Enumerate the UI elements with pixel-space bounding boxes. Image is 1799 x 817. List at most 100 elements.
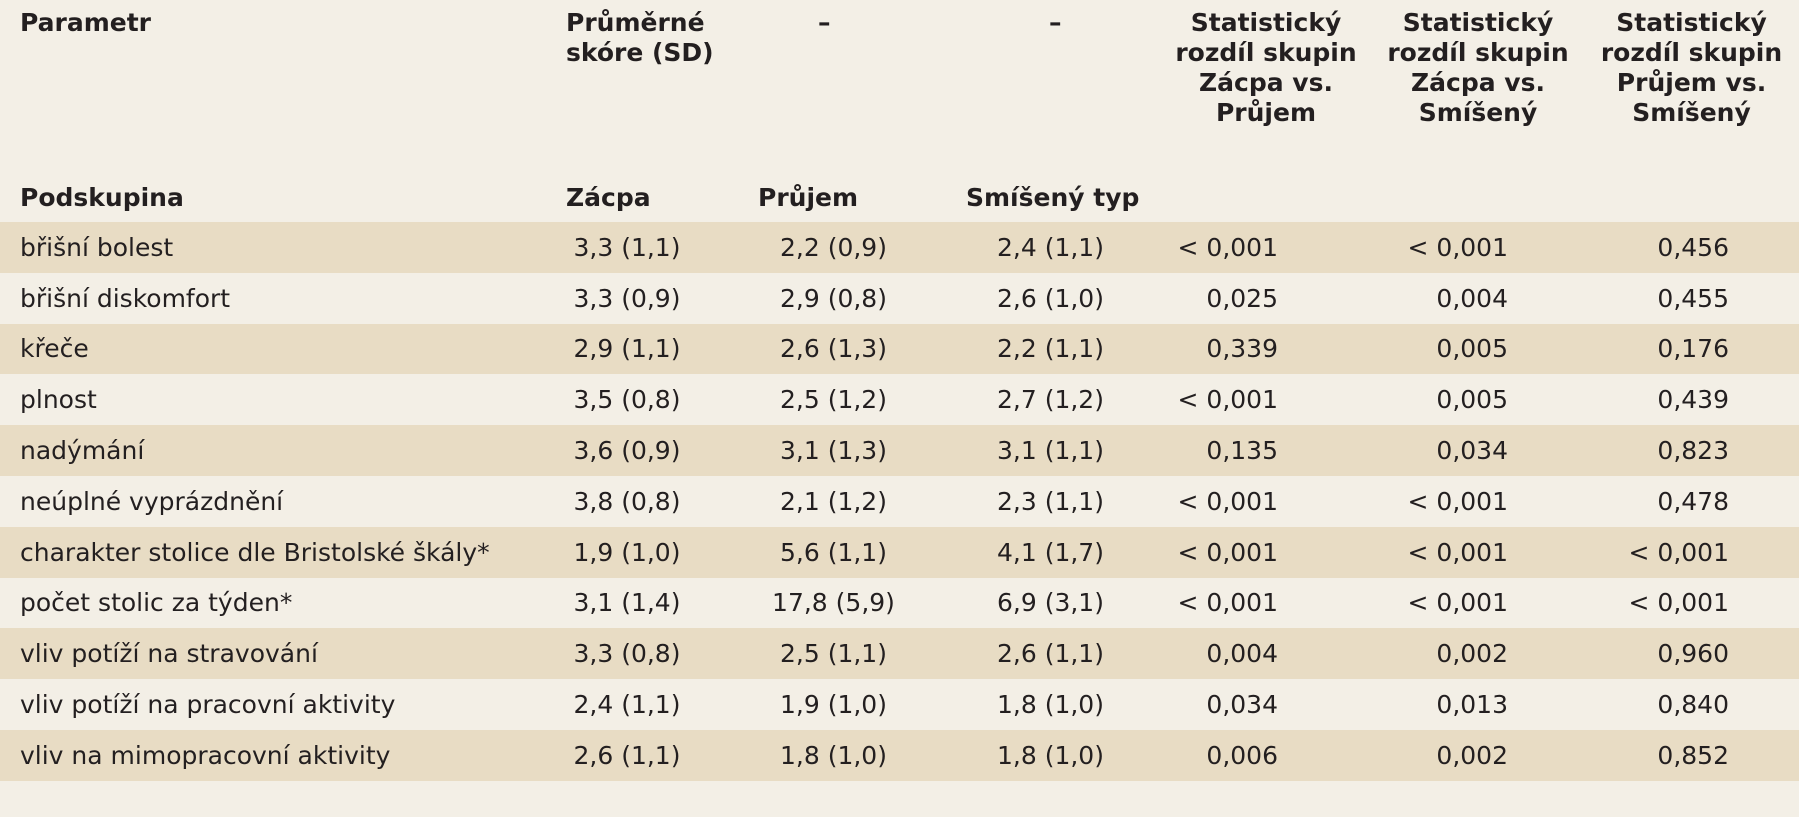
row-label: vliv na mimopracovní aktivity (0, 729, 536, 781)
cell-prujem: 2,1 (1,2) (726, 475, 941, 527)
header-stat1-line: Statistický (1190, 8, 1342, 37)
cell-p-zacpa-prujem: < 0,001 (1160, 222, 1372, 273)
header-stat2-line: rozdíl skupin (1387, 38, 1569, 67)
cell-p-prujem-smiseny: 0,823 (1584, 425, 1799, 476)
table-row: vliv potíží na pracovní aktivity 2,4 (1,1… (0, 679, 1799, 730)
cell-p-prujem-smiseny: 0,455 (1584, 272, 1799, 324)
cell-zacpa: 2,9 (1,1) (536, 323, 726, 375)
header-stat-zacpa-prujem: Statistický rozdíl skupin Zácpa vs. Průj… (1160, 0, 1372, 172)
cell-p-prujem-smiseny: 0,960 (1584, 628, 1799, 680)
cell-zacpa: 2,6 (1,1) (536, 729, 726, 781)
cell-p-zacpa-smiseny: < 0,001 (1372, 526, 1584, 578)
cell-p-zacpa-smiseny: < 0,001 (1372, 222, 1584, 273)
cell-zacpa: 3,3 (0,8) (536, 628, 726, 680)
header-mean-score: Průměrné skóre (SD) (536, 0, 726, 172)
cell-p-zacpa-prujem: 0,135 (1160, 425, 1372, 476)
header-stat1-line: rozdíl skupin (1175, 38, 1357, 67)
cell-zacpa: 3,8 (0,8) (536, 475, 726, 527)
cell-p-zacpa-prujem: < 0,001 (1160, 577, 1372, 629)
cell-p-prujem-smiseny: < 0,001 (1584, 577, 1799, 629)
header-parametr: Parametr (0, 0, 536, 172)
results-table: Parametr Průměrné skóre (SD) – – Statist… (0, 0, 1799, 781)
cell-zacpa: 3,3 (1,1) (536, 222, 726, 273)
row-label: křeče (0, 323, 536, 375)
cell-zacpa: 3,3 (0,9) (536, 272, 726, 324)
cell-p-zacpa-prujem: 0,025 (1160, 272, 1372, 324)
cell-smiseny: 2,3 (1,1) (941, 475, 1160, 527)
cell-smiseny: 3,1 (1,1) (941, 425, 1160, 476)
cell-p-prujem-smiseny: 0,852 (1584, 729, 1799, 781)
header-stat2-line: Statistický (1402, 8, 1554, 37)
header-stat-zacpa-smiseny: Statistický rozdíl skupin Zácpa vs. Smíš… (1372, 0, 1584, 172)
cell-p-zacpa-smiseny: 0,005 (1372, 323, 1584, 375)
table-row: plnost 3,5 (0,8) 2,5 (1,2) 2,7 (1,2) < 0,001… (0, 374, 1799, 426)
cell-p-prujem-smiseny: 0,456 (1584, 222, 1799, 273)
cell-prujem: 1,9 (1,0) (726, 679, 941, 730)
header-stat3-line: Průjem vs. (1616, 68, 1767, 97)
header-empty (1372, 172, 1584, 222)
cell-smiseny: 6,9 (3,1) (941, 577, 1160, 629)
cell-zacpa: 3,5 (0,8) (536, 374, 726, 426)
header-row-1: Parametr Průměrné skóre (SD) – – Statist… (0, 0, 1799, 172)
header-mean-score-line2: skóre (SD) (566, 38, 714, 67)
cell-p-zacpa-smiseny: 0,002 (1372, 729, 1584, 781)
cell-zacpa: 1,9 (1,0) (536, 526, 726, 578)
table-row: nadýmání 3,6 (0,9) 3,1 (1,3) 3,1 (1,1) 0,135… (0, 425, 1799, 476)
header-stat3-line: Smíšený (1632, 98, 1751, 127)
header-podskupina: Podskupina (0, 172, 536, 222)
cell-p-zacpa-smiseny: < 0,001 (1372, 577, 1584, 629)
cell-p-prujem-smiseny: 0,840 (1584, 679, 1799, 730)
table-footer-band (0, 780, 1799, 817)
cell-prujem: 2,5 (1,1) (726, 628, 941, 680)
cell-prujem: 1,8 (1,0) (726, 729, 941, 781)
cell-p-zacpa-prujem: < 0,001 (1160, 475, 1372, 527)
cell-smiseny: 4,1 (1,7) (941, 526, 1160, 578)
cell-smiseny: 1,8 (1,0) (941, 729, 1160, 781)
row-label: počet stolic za týden* (0, 577, 536, 629)
cell-p-prujem-smiseny: 0,176 (1584, 323, 1799, 375)
row-label: neúplné vyprázdnění (0, 475, 536, 527)
row-label: plnost (0, 374, 536, 426)
cell-smiseny: 2,2 (1,1) (941, 323, 1160, 375)
cell-smiseny: 2,7 (1,2) (941, 374, 1160, 426)
table-row: počet stolic za týden* 3,1 (1,4) 17,8 (5,9… (0, 577, 1799, 629)
cell-p-zacpa-smiseny: 0,005 (1372, 374, 1584, 426)
cell-p-zacpa-prujem: 0,004 (1160, 628, 1372, 680)
cell-prujem: 2,2 (0,9) (726, 222, 941, 273)
cell-p-zacpa-prujem: < 0,001 (1160, 526, 1372, 578)
table-row: břišní bolest 3,3 (1,1) 2,2 (0,9) 2,4 (1,1)… (0, 222, 1799, 273)
row-label: břišní diskomfort (0, 272, 536, 324)
cell-p-prujem-smiseny: 0,478 (1584, 475, 1799, 527)
table-header: Parametr Průměrné skóre (SD) – – Statist… (0, 0, 1799, 222)
cell-p-zacpa-prujem: < 0,001 (1160, 374, 1372, 426)
row-label: vliv potíží na pracovní aktivity (0, 679, 536, 730)
cell-p-zacpa-prujem: 0,339 (1160, 323, 1372, 375)
table-row: břišní diskomfort 3,3 (0,9) 2,9 (0,8) 2,6 (… (0, 272, 1799, 324)
cell-prujem: 2,5 (1,2) (726, 374, 941, 426)
header-smiseny: Smíšený typ (941, 172, 1160, 222)
cell-p-prujem-smiseny: 0,439 (1584, 374, 1799, 426)
header-empty (1584, 172, 1799, 222)
header-stat1-line: Zácpa vs. (1199, 68, 1333, 97)
cell-smiseny: 2,6 (1,0) (941, 272, 1160, 324)
cell-prujem: 3,1 (1,3) (726, 425, 941, 476)
table-row: vliv na mimopracovní aktivity 2,6 (1,1) 1,… (0, 729, 1799, 781)
row-label: břišní bolest (0, 222, 536, 273)
table-row: křeče 2,9 (1,1) 2,6 (1,3) 2,2 (1,1) 0,339 0,0… (0, 323, 1799, 375)
header-mean-score-line1: Průměrné (566, 8, 705, 37)
cell-p-zacpa-prujem: 0,006 (1160, 729, 1372, 781)
header-stat1-line: Průjem (1215, 98, 1317, 127)
cell-zacpa: 2,4 (1,1) (536, 679, 726, 730)
header-prujem: Průjem (726, 172, 941, 222)
cell-zacpa: 3,1 (1,4) (536, 577, 726, 629)
table-body: břišní bolest 3,3 (1,1) 2,2 (0,9) 2,4 (1,1)… (0, 222, 1799, 781)
cell-p-zacpa-prujem: 0,034 (1160, 679, 1372, 730)
header-stat3-line: rozdíl skupin (1600, 38, 1783, 67)
header-stat2-line: Smíšený (1418, 98, 1538, 127)
row-label: charakter stolice dle Bristolské škály* (0, 526, 536, 578)
cell-prujem: 5,6 (1,1) (726, 526, 941, 578)
cell-p-zacpa-smiseny: 0,034 (1372, 425, 1584, 476)
row-label: nadýmání (0, 425, 536, 476)
header-stat-prujem-smiseny: Statistický rozdíl skupin Průjem vs. Smí… (1584, 0, 1799, 172)
